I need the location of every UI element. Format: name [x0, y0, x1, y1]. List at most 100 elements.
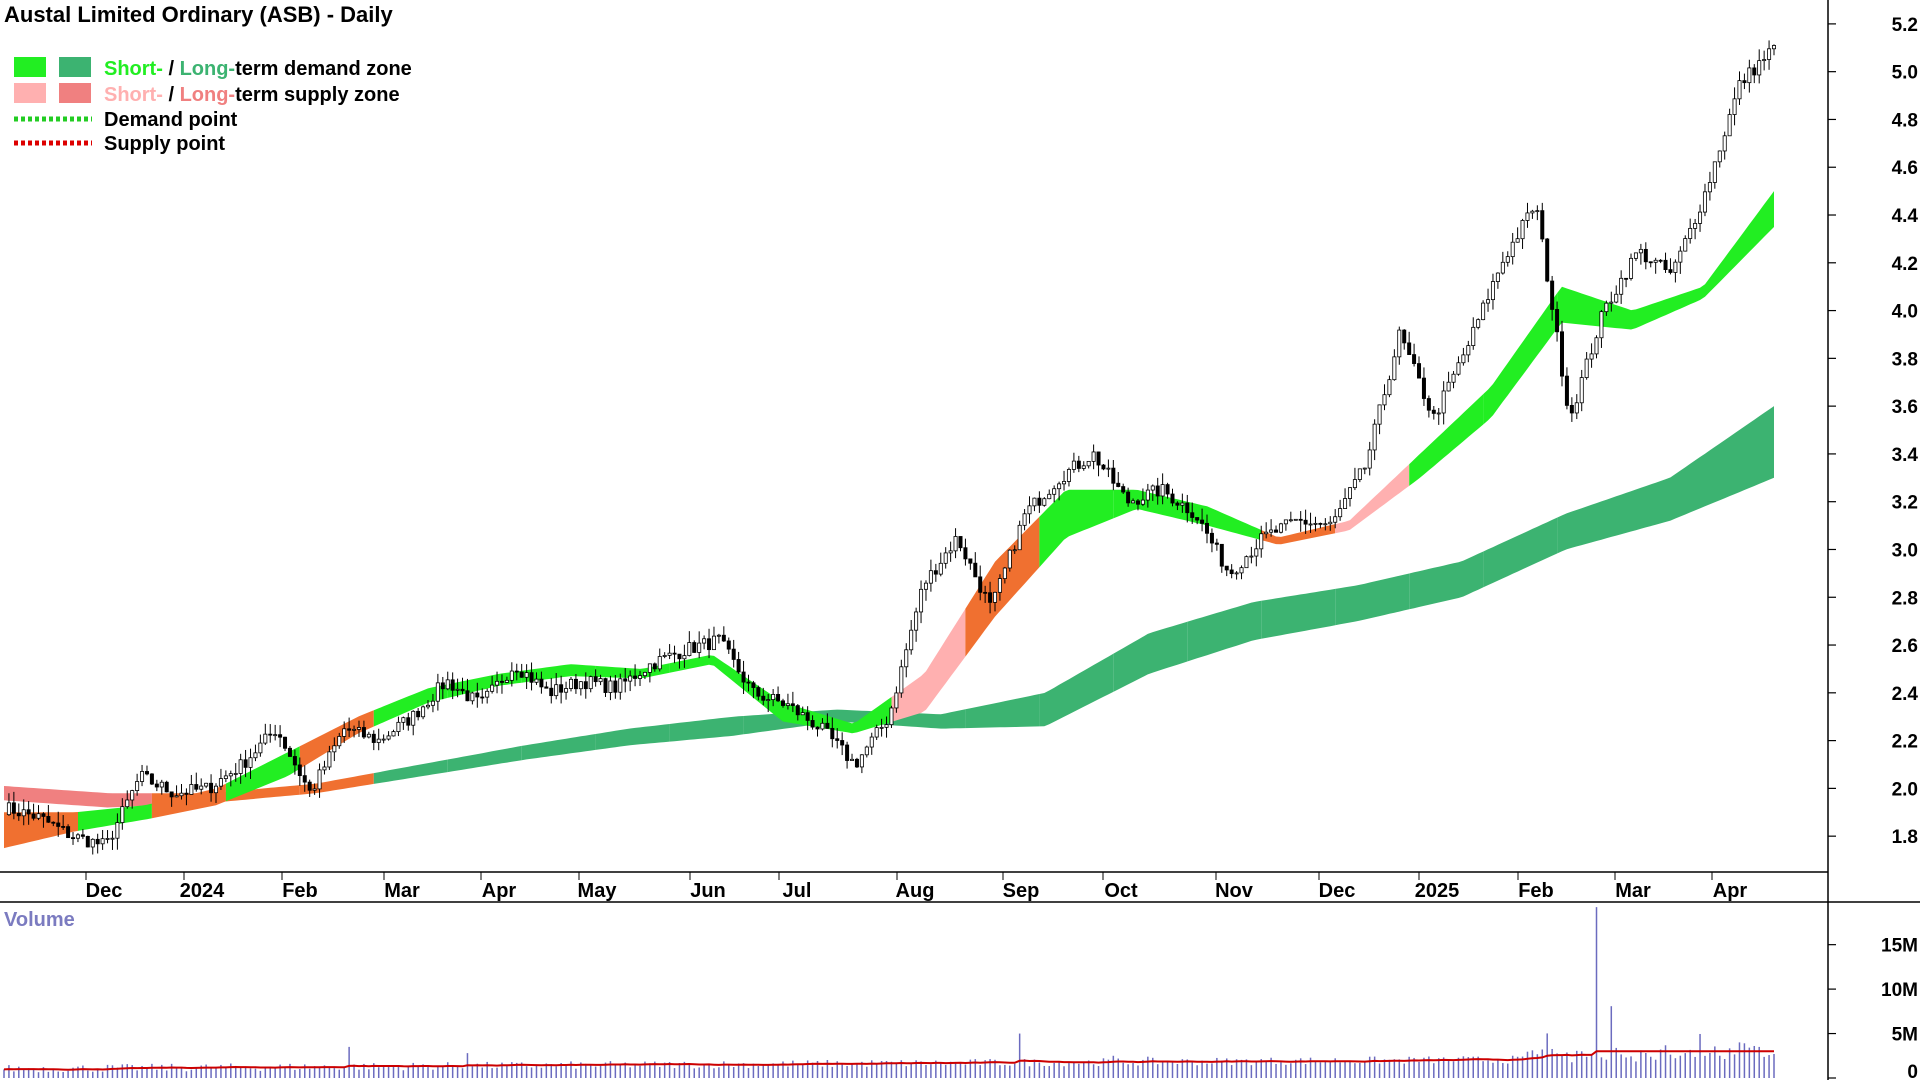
- candle-body: [1698, 211, 1703, 224]
- short-zone-segment: [817, 697, 892, 734]
- candle-body: [490, 684, 495, 692]
- candle-body: [657, 656, 662, 670]
- candle-body: [214, 785, 219, 794]
- candle-body: [879, 726, 884, 729]
- candle-body: [613, 680, 618, 693]
- candle-body: [1520, 220, 1525, 240]
- candle-body: [1027, 505, 1032, 515]
- candle-body: [1545, 238, 1550, 282]
- candle-body: [1683, 238, 1688, 252]
- candle-body: [1693, 223, 1698, 229]
- candle-body: [721, 634, 726, 642]
- candle-body: [1254, 548, 1259, 557]
- candle-body: [1737, 80, 1742, 100]
- candle-body: [963, 547, 968, 560]
- candle-body: [1727, 114, 1732, 137]
- candle-body: [780, 700, 785, 706]
- candle-body: [1347, 487, 1352, 499]
- candle-body: [1476, 319, 1481, 328]
- candle-body: [1071, 460, 1076, 470]
- candle-body: [105, 838, 110, 840]
- long-zone-segment: [595, 724, 670, 750]
- candle-body: [667, 652, 672, 656]
- long-zone-segment: [447, 745, 522, 773]
- candle-body: [1486, 299, 1491, 304]
- long-zone-segment: [1187, 600, 1262, 662]
- candle-body: [1702, 191, 1707, 213]
- candle-body: [144, 771, 149, 775]
- candle-body: [194, 784, 199, 790]
- candle-body: [1047, 493, 1052, 500]
- candle-body: [1441, 390, 1446, 414]
- candle-body: [884, 724, 889, 728]
- candle-body: [386, 735, 391, 740]
- candle-body: [800, 712, 805, 716]
- candle-body: [1052, 488, 1057, 495]
- candle-body: [1535, 210, 1540, 213]
- candle-body: [1559, 331, 1564, 377]
- candle-body: [524, 672, 529, 678]
- candle-body: [1338, 508, 1343, 518]
- y-tick-label: 4.2: [1892, 254, 1918, 275]
- candle-body: [1417, 363, 1422, 379]
- long-zone-segment: [225, 785, 300, 802]
- candle-body: [1619, 277, 1624, 295]
- candle-body: [1111, 467, 1116, 484]
- chart-title: Austal Limited Ordinary (ASB) - Daily: [4, 2, 393, 27]
- candle-body: [628, 675, 633, 682]
- y-tick-label: 3.4: [1892, 445, 1919, 466]
- candle-body: [1653, 259, 1658, 263]
- x-tick-label: Mar: [1615, 880, 1651, 902]
- candle-body: [1633, 252, 1638, 259]
- candle-body: [36, 813, 41, 819]
- candle-body: [859, 754, 864, 768]
- y-tick-label: 3.0: [1892, 540, 1918, 561]
- candle-body: [1214, 542, 1219, 545]
- candle-body: [1594, 337, 1599, 355]
- candle-body: [761, 695, 766, 701]
- candle-body: [707, 638, 712, 651]
- candle-body: [638, 675, 643, 679]
- y-tick-label: 5.2: [1892, 15, 1918, 36]
- candle-body: [1283, 519, 1288, 525]
- candle-body: [6, 802, 11, 816]
- candle-body: [771, 693, 776, 700]
- candle-body: [1412, 354, 1417, 364]
- candle-body: [356, 727, 361, 730]
- candle-body: [243, 759, 248, 768]
- short-zone-segment: [1335, 464, 1410, 534]
- candle-body: [1274, 529, 1279, 533]
- legend: Short- / Long-term demand zone Short- / …: [14, 57, 412, 155]
- y-tick-label: 4.6: [1892, 158, 1918, 179]
- y-tick-label: 4.4: [1892, 206, 1919, 227]
- candle-body: [1155, 485, 1160, 497]
- candle-body: [140, 771, 145, 782]
- volume-bars: [3, 907, 1775, 1078]
- candle-body: [805, 712, 810, 721]
- candle-body: [1564, 375, 1569, 406]
- candle-body: [426, 704, 431, 708]
- candle-body: [1678, 250, 1683, 263]
- x-tick-label: Dec: [86, 880, 123, 902]
- candle-body: [509, 670, 514, 681]
- candle-body: [283, 736, 288, 749]
- candle-body: [953, 536, 958, 552]
- candle-body: [583, 681, 588, 690]
- candle-body: [1323, 523, 1328, 526]
- y-tick-label: 1.8: [1892, 827, 1918, 848]
- x-tick-label: 2025: [1415, 880, 1460, 902]
- candle-body: [450, 679, 455, 691]
- y-tick-label: 2.6: [1892, 636, 1918, 657]
- candle-body: [75, 834, 80, 839]
- candle-body: [1229, 569, 1234, 575]
- candle-body: [1525, 212, 1530, 221]
- long-zone-segment: [1631, 453, 1705, 532]
- candle-body: [928, 570, 933, 584]
- candle-body: [840, 740, 845, 746]
- candle-body: [1037, 497, 1042, 506]
- candle-body: [115, 822, 120, 839]
- candle-body: [46, 816, 51, 823]
- candle-body: [1076, 460, 1081, 469]
- candle-body: [529, 672, 534, 683]
- short-zone-segment: [965, 516, 1040, 657]
